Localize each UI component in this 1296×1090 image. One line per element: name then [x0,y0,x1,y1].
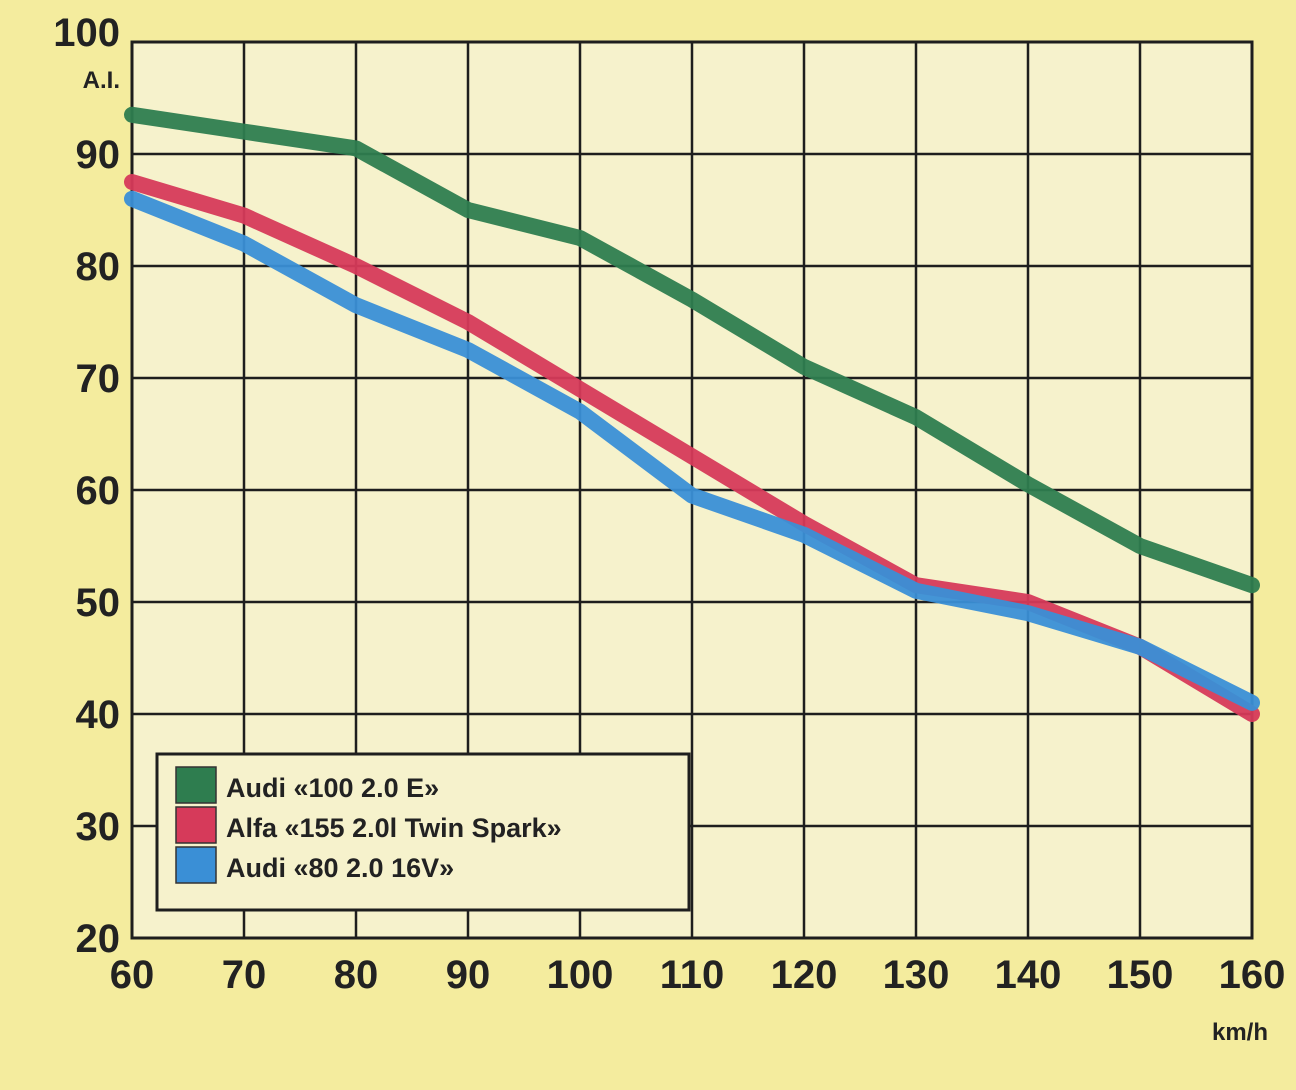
legend-label-audi-80: Audi «80 2.0 16V» [226,853,454,883]
y-tick-label: 50 [76,581,121,625]
x-tick-label: 80 [334,953,379,997]
y-tick-label: 90 [76,133,121,177]
y-tick-label: 30 [76,805,121,849]
x-tick-label: 90 [446,953,491,997]
axis-labels: A.I. km/h 60 70 80 90 100 110 120 130 140 150 160 2… [53,11,1285,1046]
x-tick-label: 140 [995,953,1062,997]
series-lines [124,106,1260,722]
series-line-0 [124,106,1260,594]
x-tick-label: 70 [222,953,267,997]
legend-box [155,752,691,912]
x-tick-label: 150 [1107,953,1174,997]
legend-label-alfa-155: Alfa «155 2.0l Twin Spark» [226,813,562,843]
x-tick-label: 130 [883,953,950,997]
legend-label-audi-100: Audi «100 2.0 E» [226,773,439,803]
y-tick-label: 60 [76,469,121,513]
y-tick-label: 70 [76,357,121,401]
y-tick-label: 40 [76,693,121,737]
legend-swatch-audi-80 [175,846,217,884]
x-tick-label: 110 [660,953,725,997]
x-axis-label: km/h [1212,1019,1268,1046]
legend: Audi «100 2.0 E» Alfa «155 2.0l Twin Spa… [155,752,691,912]
x-tick-label: 120 [771,953,838,997]
y-tick-label: 20 [76,917,121,961]
x-tick-label: 100 [547,953,614,997]
y-tick-label: 80 [76,245,121,289]
x-tick-label: 160 [1219,953,1286,997]
series-line-2 [124,190,1260,711]
y-axis-label: A.I. [83,67,120,94]
x-tick-label: 60 [110,953,155,997]
legend-swatch-alfa-155 [175,806,217,844]
legend-swatch-audi-100 [175,766,217,804]
y-tick-label: 100 [53,11,120,55]
grid-lines [130,40,1254,940]
